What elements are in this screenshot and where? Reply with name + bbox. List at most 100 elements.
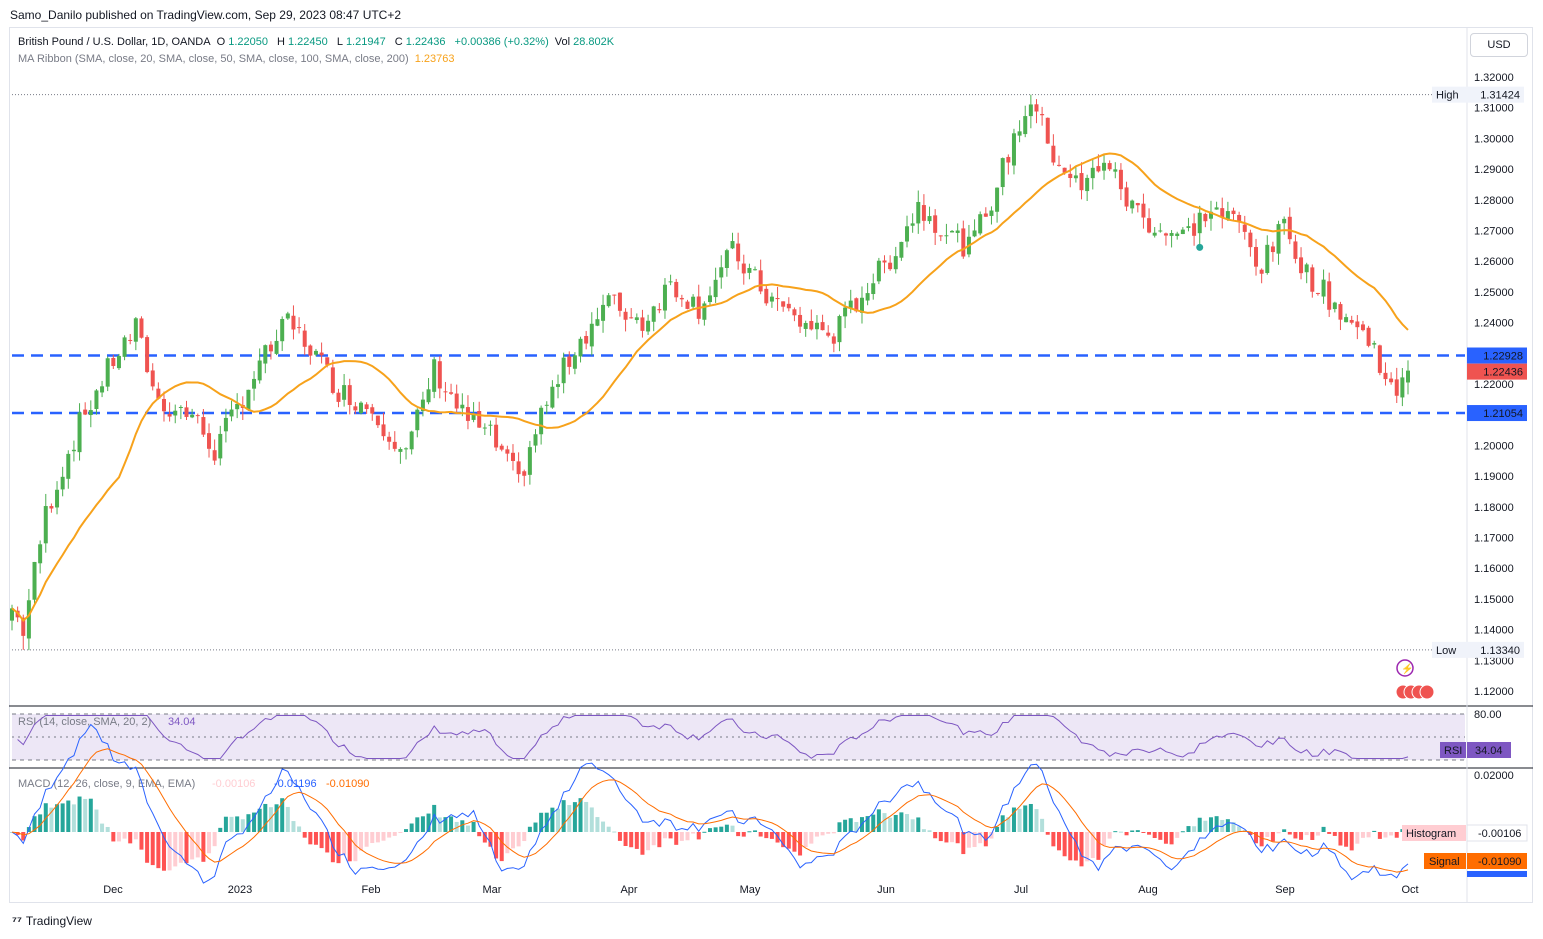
macd-histogram-bar (32, 816, 37, 832)
candle-body (1186, 226, 1191, 228)
vol-label: Vol (554, 36, 571, 48)
macd-histogram-bar (1192, 826, 1197, 832)
macd-histogram-bar (122, 832, 127, 839)
candle-body (1017, 131, 1022, 136)
macd-signal-value: -0.01090 (326, 778, 369, 790)
macd-histogram-bar (1366, 832, 1371, 838)
candle-body (1225, 211, 1230, 220)
candle-body (741, 263, 746, 274)
candle-body (105, 358, 110, 387)
candle-body (26, 600, 31, 639)
macd-histogram-bar (522, 832, 527, 842)
candle-body (781, 301, 786, 307)
macd-histogram-bar (308, 832, 313, 845)
time-tick-label: Oct (1401, 884, 1418, 896)
candle-body (66, 453, 71, 479)
candle-body (859, 297, 864, 313)
candle-body (1327, 281, 1332, 310)
macd-histogram-bar (184, 832, 189, 864)
candle-body (961, 228, 966, 257)
candle-body (437, 361, 442, 389)
candle-body (1372, 343, 1377, 345)
candle-body (854, 298, 859, 312)
macd-histogram-bar (235, 816, 240, 832)
macd-histogram-bar (646, 832, 651, 851)
macd-hist-value: -0.00106 (212, 778, 255, 790)
candle-body (933, 215, 938, 233)
candle-body (1293, 241, 1298, 259)
candle-body (764, 288, 769, 304)
candle-body (1152, 232, 1157, 236)
macd-histogram-bar (1208, 817, 1213, 832)
candle-body (544, 404, 549, 406)
candle-body (1315, 292, 1320, 294)
macd-histogram-bar (510, 832, 515, 849)
candle-body (1400, 377, 1405, 398)
macd-histogram-bar (938, 832, 943, 842)
macd-histogram-bar (764, 832, 769, 839)
macd-histogram-bar (1068, 832, 1073, 861)
candle-body (533, 434, 538, 446)
macd-histogram-bar (882, 813, 887, 832)
low-tag-bg (1432, 641, 1524, 658)
macd-histogram-bar (876, 809, 881, 832)
candle-body (1023, 116, 1028, 135)
currency-button[interactable]: USD (1470, 33, 1528, 57)
candle-body (1045, 117, 1050, 144)
candle-body (285, 313, 290, 319)
candle-body (905, 226, 910, 242)
candle-body (950, 230, 955, 233)
macd-histogram-bar (1107, 832, 1112, 839)
candle-body (820, 322, 825, 331)
candle-body (1310, 267, 1315, 292)
macd-histogram-bar (1147, 832, 1152, 835)
histogram-value-bg (1466, 824, 1528, 842)
macd-histogram-bar (167, 832, 172, 871)
candle-body (871, 283, 876, 295)
candle-body (910, 223, 915, 226)
candle-body (212, 450, 217, 461)
candle-body (792, 309, 797, 316)
macd-histogram-bar (1310, 832, 1315, 840)
candle-body (1141, 203, 1146, 218)
macd-histogram-bar (1214, 816, 1219, 832)
macd-histogram-bar (1062, 832, 1067, 857)
candle-body (1062, 167, 1067, 173)
candle-body (55, 489, 60, 508)
time-tick-label: Mar (483, 884, 502, 896)
candle-body (539, 407, 544, 435)
macd-histogram-bar (297, 826, 302, 832)
macd-histogram-bar (55, 804, 60, 832)
candle-body (201, 417, 206, 435)
macd-histogram-bar (195, 832, 200, 858)
price-tick-label: 1.22000 (1474, 379, 1514, 391)
candle-body (415, 409, 420, 431)
macd-histogram-bar (527, 826, 532, 832)
macd-histogram-bar (848, 818, 853, 832)
macd-histogram-bar (905, 814, 910, 832)
time-tick-label: Jun (877, 884, 895, 896)
macd-histogram-bar (336, 832, 341, 864)
macd-histogram-bar (471, 821, 476, 832)
candle-body (1130, 200, 1135, 209)
candle-body (190, 414, 195, 418)
ma-legend[interactable]: MA Ribbon (SMA, close, 20, SMA, close, 5… (18, 53, 458, 65)
candle-body (606, 295, 611, 307)
macd-histogram-bar (916, 817, 921, 832)
candle-body (71, 449, 76, 452)
candle-body (1338, 304, 1343, 320)
candle-body (313, 350, 318, 355)
macd-histogram-bar (353, 832, 358, 862)
symbol-legend[interactable]: British Pound / U.S. Dollar, 1D, OANDA O… (18, 36, 620, 48)
candle-body (274, 340, 279, 354)
macd-histogram-bar (364, 832, 369, 847)
macd-histogram-bar (1282, 829, 1287, 832)
candle-body (662, 284, 667, 311)
macd-histogram-bar (1000, 815, 1005, 832)
macd-histogram-bar (291, 821, 296, 832)
macd-histogram-bar (1186, 826, 1191, 832)
o-value: 1.22050 (228, 36, 268, 48)
footer-brand[interactable]: ⁷⁷ TradingView (12, 914, 92, 928)
macd-histogram-bar (651, 832, 656, 846)
